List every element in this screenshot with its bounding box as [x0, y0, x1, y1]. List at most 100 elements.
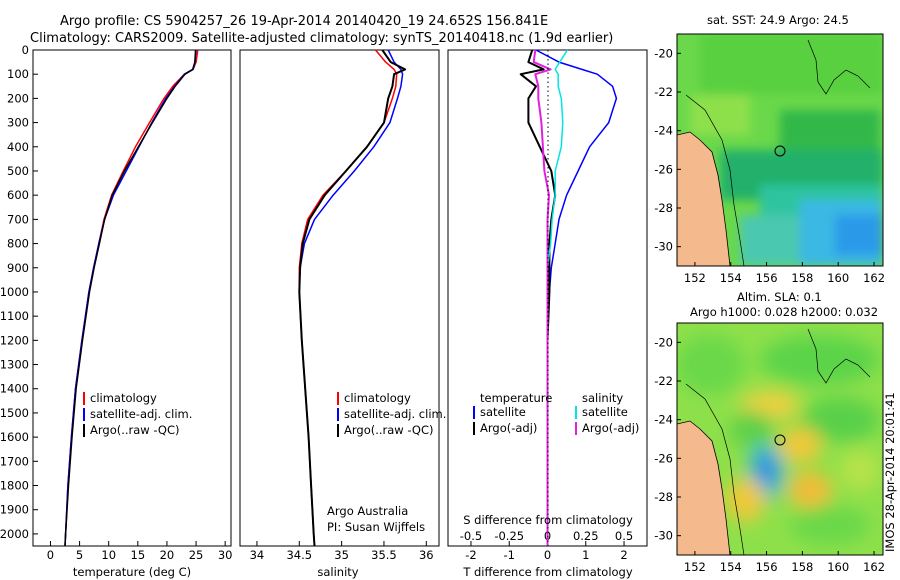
- sst-reef-contour: [807, 39, 871, 95]
- temperature-x-ticks: 0 5 10 15 20 25 30: [47, 541, 233, 562]
- sst-map-x-tick-label: 162: [863, 271, 885, 285]
- difference-x2-tick-label: -0.25: [494, 529, 524, 543]
- temperature-axes-frame: [32, 49, 232, 547]
- sla-map-side-label: IMOS 28-Apr-2014 20:01:41: [883, 392, 897, 552]
- temperature-series-argo-raw-qc-: [64, 49, 197, 547]
- sst-map-x-tick-label: 160: [827, 271, 849, 285]
- sla-map-y-tick-label: -20: [654, 335, 673, 349]
- temperature-x-label: temperature (deg C): [73, 565, 191, 579]
- salinity-legend-climatology: climatology: [344, 391, 411, 405]
- depth-tick-label: 1900: [0, 503, 29, 517]
- sla-map-y-tick-label: -26: [654, 451, 673, 465]
- depth-tick-label: 1800: [0, 479, 29, 493]
- difference-legend-s-argo: Argo(-adj): [582, 421, 639, 435]
- salinity-series-satellite-adj-clim-: [298, 49, 404, 547]
- temperature-x-tick-label: 0: [47, 548, 54, 562]
- depth-tick-label: 1200: [0, 333, 29, 347]
- sst-shelf-contour: [685, 94, 745, 266]
- temperature-series-satellite-adj-clim-: [64, 49, 197, 547]
- difference-legend-header-temperature: temperature: [480, 391, 552, 405]
- depth-tick-label: 1400: [0, 382, 29, 396]
- difference-legend-header-salinity: salinity: [582, 391, 623, 405]
- difference-x2-label: S difference from climatology: [463, 513, 633, 527]
- sst-argo-location: [774, 145, 786, 157]
- difference-series-s-satellite: [546, 49, 569, 546]
- sst-map-y-tick-label: -28: [654, 201, 673, 215]
- sst-map-field: [677, 34, 883, 266]
- difference-legend-s-satellite: satellite: [582, 405, 628, 419]
- depth-tick-label: 100: [7, 67, 29, 81]
- sla-map-field: [677, 323, 883, 555]
- temperature-x-tick-label: 10: [101, 548, 116, 562]
- salinity-x-tick-label: 35.5: [371, 548, 397, 562]
- difference-legend-t-satellite: satellite: [480, 405, 526, 419]
- sst-map-y-tick-label: -30: [654, 240, 673, 254]
- salinity-axes-frame: [239, 49, 440, 547]
- temperature-x-tick-label: 5: [76, 548, 83, 562]
- sst-map-y-tick-label: -24: [654, 124, 673, 138]
- sla-map-x-tick-label: 156: [756, 560, 778, 574]
- sla-argo-location: [774, 434, 786, 446]
- sst-map-x-tick-label: 156: [756, 271, 778, 285]
- temperature-x-tick-label: 20: [160, 548, 175, 562]
- depth-tick-label: 300: [7, 116, 29, 130]
- depth-tick-label: 800: [7, 237, 29, 251]
- sla-map-y-tick-label: -30: [654, 529, 673, 543]
- depth-tick-label: 900: [7, 261, 29, 275]
- sla-map-x-tick-label: 154: [720, 560, 742, 574]
- sst-map-y-tick-label: -26: [654, 162, 673, 176]
- sla-map-title-line1: Altim. SLA: 0.1: [737, 290, 822, 304]
- sla-map-x-tick-label: 158: [791, 560, 813, 574]
- salinity-x-tick-label: 35: [334, 548, 349, 562]
- salinity-legend-argo: Argo(..raw -QC): [344, 423, 434, 437]
- difference-x-tick-label: 0: [544, 548, 551, 562]
- sst-map-x-tick-label: 152: [684, 271, 706, 285]
- salinity-x-tick-label: 36: [419, 548, 434, 562]
- temperature-legend-satellite: satellite-adj. clim.: [90, 407, 192, 421]
- difference-x-tick-label: 1: [582, 548, 589, 562]
- figure-title-line1: Argo profile: CS 5904257_26 19-Apr-2014 …: [60, 14, 548, 29]
- depth-tick-label: 1700: [0, 454, 29, 468]
- sst-map-y-tick-label: -22: [654, 85, 673, 99]
- depth-tick-label: 0: [22, 43, 29, 57]
- difference-x2-tick-label: -0.5: [460, 529, 482, 543]
- sla-map-x-tick-label: 162: [863, 560, 885, 574]
- sst-map-x-tick-label: 158: [791, 271, 813, 285]
- temperature-series: [64, 49, 199, 547]
- temperature-series-climatology: [64, 49, 199, 547]
- sla-map-y-tick-label: -28: [654, 490, 673, 504]
- depth-tick-label: 600: [7, 188, 29, 202]
- temperature-x-tick-label: 30: [218, 548, 233, 562]
- difference-series-t-argo-adj-: [519, 49, 557, 546]
- figure-title-line2: Climatology: CARS2009. Satellite-adjuste…: [30, 31, 613, 46]
- sst-map-panel: sat. SST: 24.9 Argo: 24.5 152 154 156 158 16…: [654, 13, 885, 285]
- difference-x-tick-label: 2: [620, 548, 627, 562]
- sst-map-y-tick-label: -20: [654, 46, 673, 60]
- temperature-panel: 0100200300400500600700800900100011001200…: [0, 43, 232, 579]
- sla-map-ticks: 152 154 156 158 160 162 -20 -22 -24 -26 -28 -30: [654, 335, 885, 574]
- salinity-x-tick-label: 34.5: [286, 548, 312, 562]
- sla-map-panel: Altim. SLA: 0.1 Argo h1000: 0.028 h2000:…: [654, 290, 897, 574]
- salinity-legend: climatology satellite-adj. clim. Argo(..…: [337, 391, 446, 437]
- depth-tick-label: 1600: [0, 430, 29, 444]
- difference-x-label: T difference from climatology: [462, 565, 633, 579]
- difference-legend-t-argo: Argo(-adj): [480, 421, 537, 435]
- depth-tick-label: 2000: [0, 527, 29, 541]
- salinity-panel: 34 34.5 35 35.5 36 salinity climatology sate…: [239, 49, 446, 579]
- sla-map-frame: [676, 322, 884, 556]
- sla-shelf-contour: [685, 383, 745, 555]
- depth-tick-label: 1000: [0, 285, 29, 299]
- difference-x2-tick-label: 0.5: [615, 529, 633, 543]
- sla-map-x-tick-label: 160: [827, 560, 849, 574]
- salinity-x-tick-label: 34: [250, 548, 265, 562]
- difference-series: [519, 49, 618, 546]
- depth-tick-label: 400: [7, 140, 29, 154]
- difference-x2-tick-label: 0.25: [573, 529, 599, 543]
- sla-map-y-tick-label: -24: [654, 413, 673, 427]
- sla-reef-contour: [807, 328, 871, 384]
- salinity-series-argo-raw-qc-: [298, 49, 407, 547]
- salinity-annotation-pi: PI: Susan Wijffels: [327, 520, 425, 534]
- depth-tick-label: 500: [7, 164, 29, 178]
